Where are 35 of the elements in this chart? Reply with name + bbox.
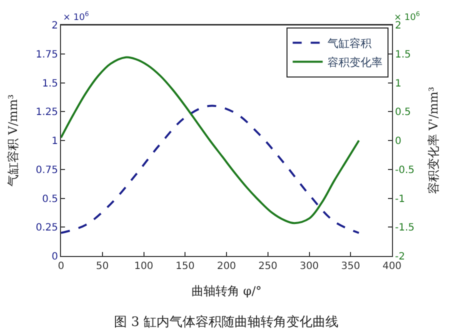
y2-tick-label: 1.5 [395, 49, 411, 60]
x-tick-label: 50 [96, 261, 109, 272]
x-tick-label: 350 [341, 261, 360, 272]
y2-tick-label: 0.5 [395, 107, 411, 118]
caption: 图 3 缸内气体容积随曲轴转角变化曲线 [114, 314, 339, 330]
x-axis-title: 曲轴转角 φ/° [191, 284, 262, 298]
x-tick-label: 300 [300, 261, 319, 272]
legend-label: 容积变化率 [328, 56, 383, 70]
y-tick-label: 0.75 [36, 164, 58, 176]
y-tick-label: 2 [52, 20, 58, 32]
y2-axis-title: 容积变化率 V'/mm³ [426, 86, 440, 194]
x-tick-label: 400 [382, 261, 402, 272]
x-tick-label: 150 [176, 261, 195, 272]
line-series [61, 56, 360, 224]
y2-tick-label: -2 [395, 252, 405, 262]
y-tick-label: 1 [52, 136, 58, 147]
y2-tick-label: 0 [395, 136, 402, 147]
y2-tick-label: -0.5 [395, 164, 415, 176]
line-series [61, 104, 360, 234]
y-axis-title: 气缸容积 V/mm³ [6, 94, 20, 187]
y-tick-label: 1.25 [36, 107, 58, 118]
y-tick-label: 0.25 [36, 222, 58, 234]
y-tick-label: 1.5 [42, 78, 58, 90]
x-tick-label: 200 [216, 261, 236, 272]
y-tick-label: 0.5 [42, 194, 58, 205]
legend-label: 气缸容积 [328, 37, 372, 50]
y2-tick-label: -1.5 [395, 222, 415, 234]
y2-tick-label: 2 [395, 20, 402, 32]
x-tick-label: 100 [134, 261, 154, 272]
x-tick-label: 250 [258, 261, 278, 272]
y2-tick-label: 1 [395, 78, 402, 90]
text: × 10$^{6}$ [63, 11, 89, 23]
y2-tick-label: -1 [395, 194, 405, 205]
y-tick-label: 1.75 [36, 49, 58, 60]
y-tick-label: 0 [52, 252, 58, 262]
